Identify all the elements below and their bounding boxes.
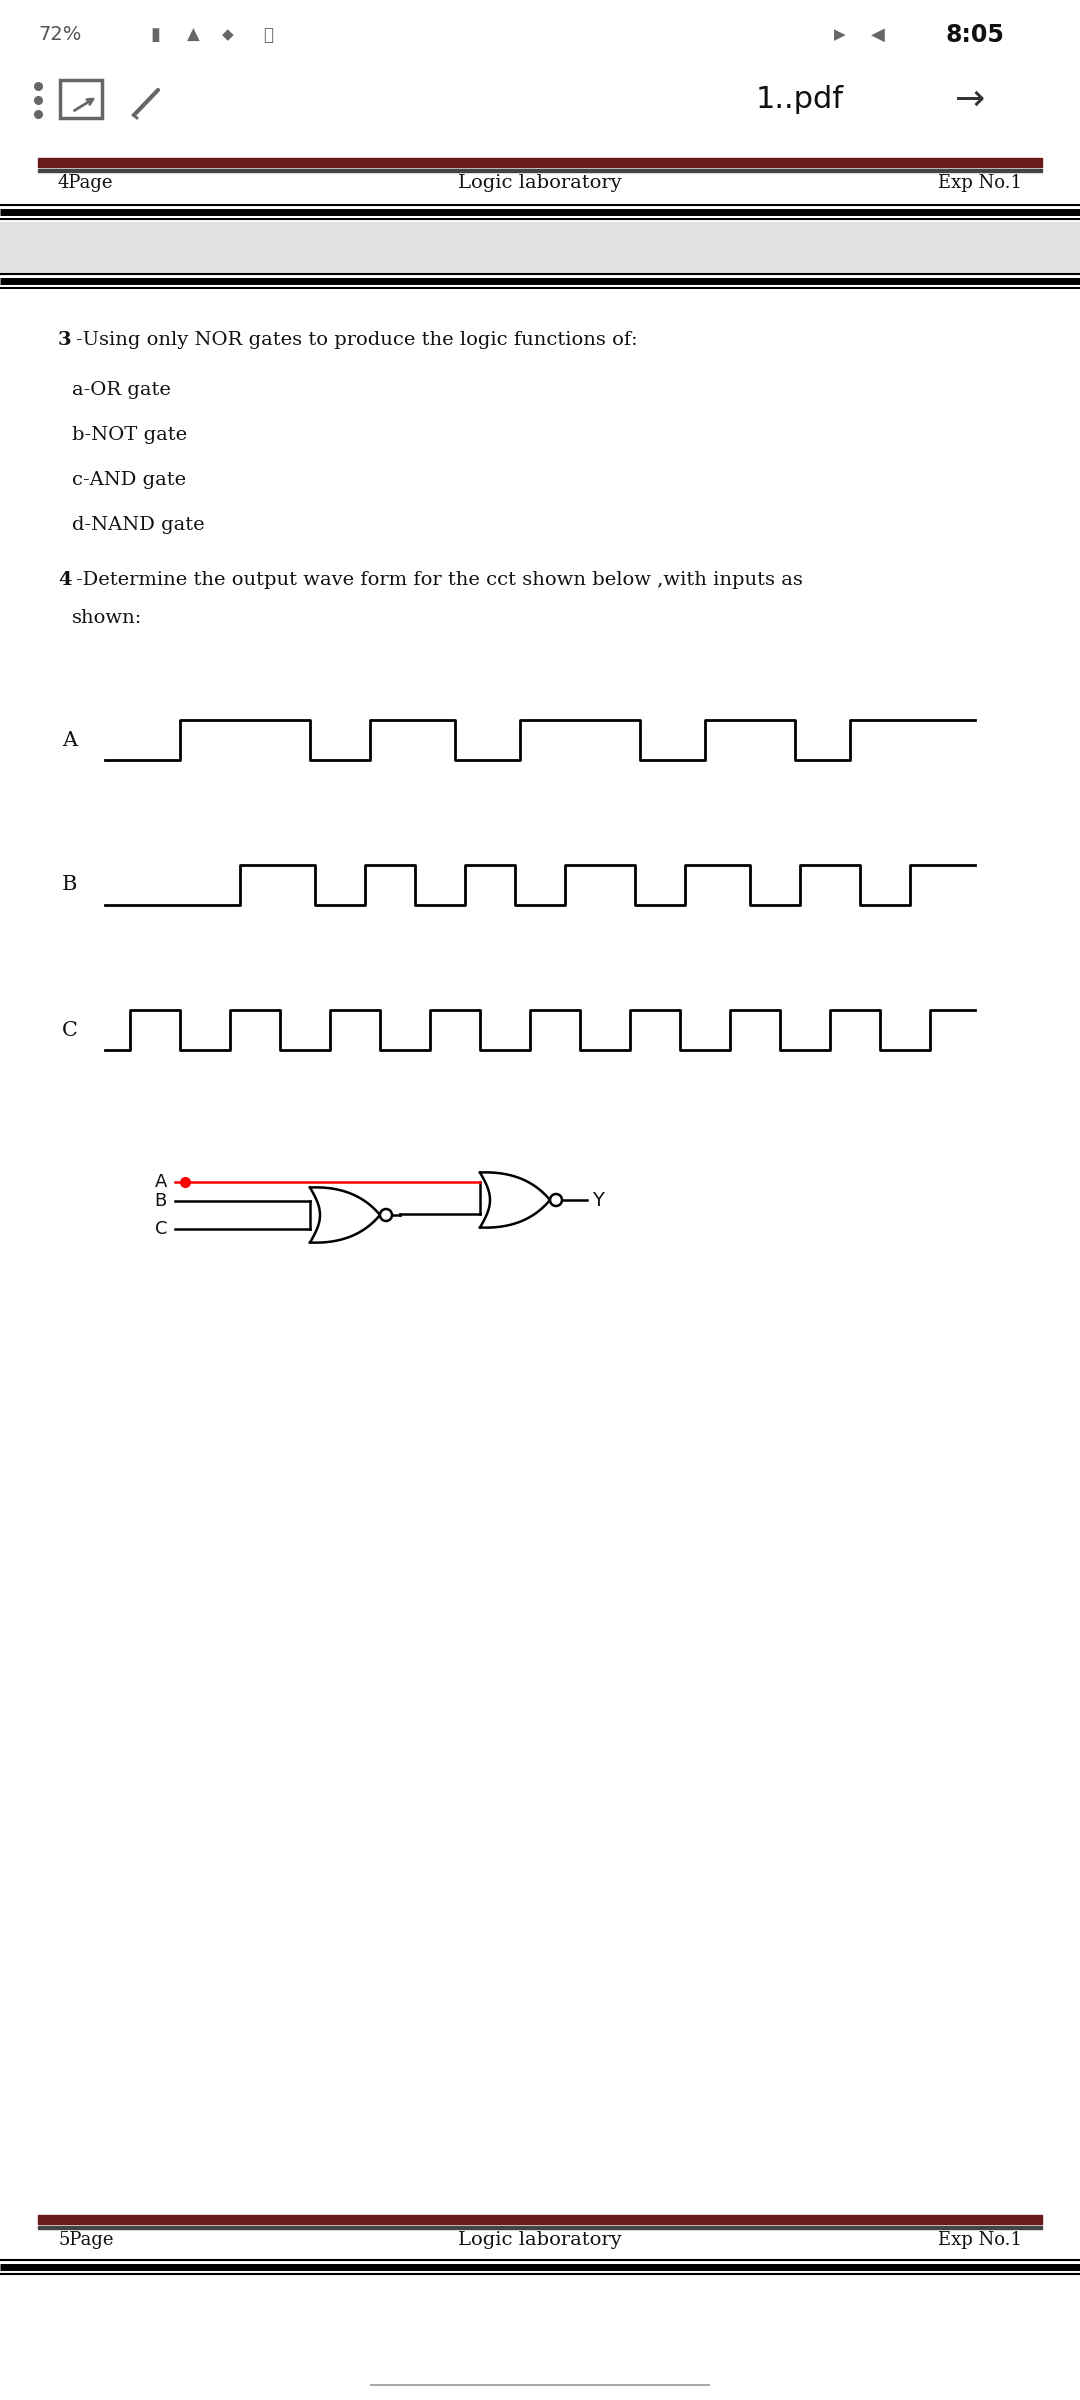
Text: ⏰: ⏰ [264, 26, 273, 43]
Bar [38, 2215, 1042, 2225]
Text: C: C [154, 1219, 167, 1238]
Text: Exp No.1: Exp No.1 [939, 2232, 1022, 2249]
Text: B: B [62, 876, 78, 895]
Text: ◀: ◀ [872, 26, 885, 43]
Text: A: A [154, 1174, 167, 1190]
Text: 8:05: 8:05 [946, 24, 1004, 48]
Text: ▲: ▲ [187, 26, 200, 43]
Text: -Determine the output wave form for the cct shown below ,with inputs as: -Determine the output wave form for the … [76, 571, 802, 588]
Circle shape [550, 1193, 562, 1205]
Text: B: B [154, 1193, 167, 1210]
FancyBboxPatch shape [60, 79, 102, 118]
Bar [38, 158, 1042, 168]
Text: C: C [62, 1020, 78, 1039]
Text: →: → [955, 84, 985, 118]
Text: Exp No.1: Exp No.1 [939, 173, 1022, 192]
Bar [38, 2227, 1042, 2230]
Text: -Using only NOR gates to produce the logic functions of:: -Using only NOR gates to produce the log… [76, 331, 637, 348]
Text: 1..pdf: 1..pdf [756, 86, 843, 115]
Circle shape [380, 1210, 392, 1222]
Text: 3: 3 [58, 331, 71, 348]
Text: b-NOT gate: b-NOT gate [72, 427, 187, 444]
Bar [0, 221, 1080, 271]
Bar [38, 168, 1042, 170]
Text: shown:: shown: [72, 610, 143, 626]
Text: d-NAND gate: d-NAND gate [72, 516, 204, 533]
Text: ▶: ▶ [834, 26, 846, 43]
Text: 5Page: 5Page [58, 2232, 113, 2249]
Text: 72%: 72% [38, 26, 81, 46]
Text: 4Page: 4Page [58, 173, 113, 192]
Text: Logic laboratory: Logic laboratory [458, 2232, 622, 2249]
Text: c-AND gate: c-AND gate [72, 470, 186, 490]
Text: ◆: ◆ [222, 26, 234, 43]
Text: a-OR gate: a-OR gate [72, 382, 171, 398]
Text: Logic laboratory: Logic laboratory [458, 173, 622, 192]
Text: ▮: ▮ [150, 26, 160, 43]
Text: 4: 4 [58, 571, 71, 588]
Text: Y: Y [592, 1190, 604, 1210]
Text: A: A [62, 730, 77, 749]
